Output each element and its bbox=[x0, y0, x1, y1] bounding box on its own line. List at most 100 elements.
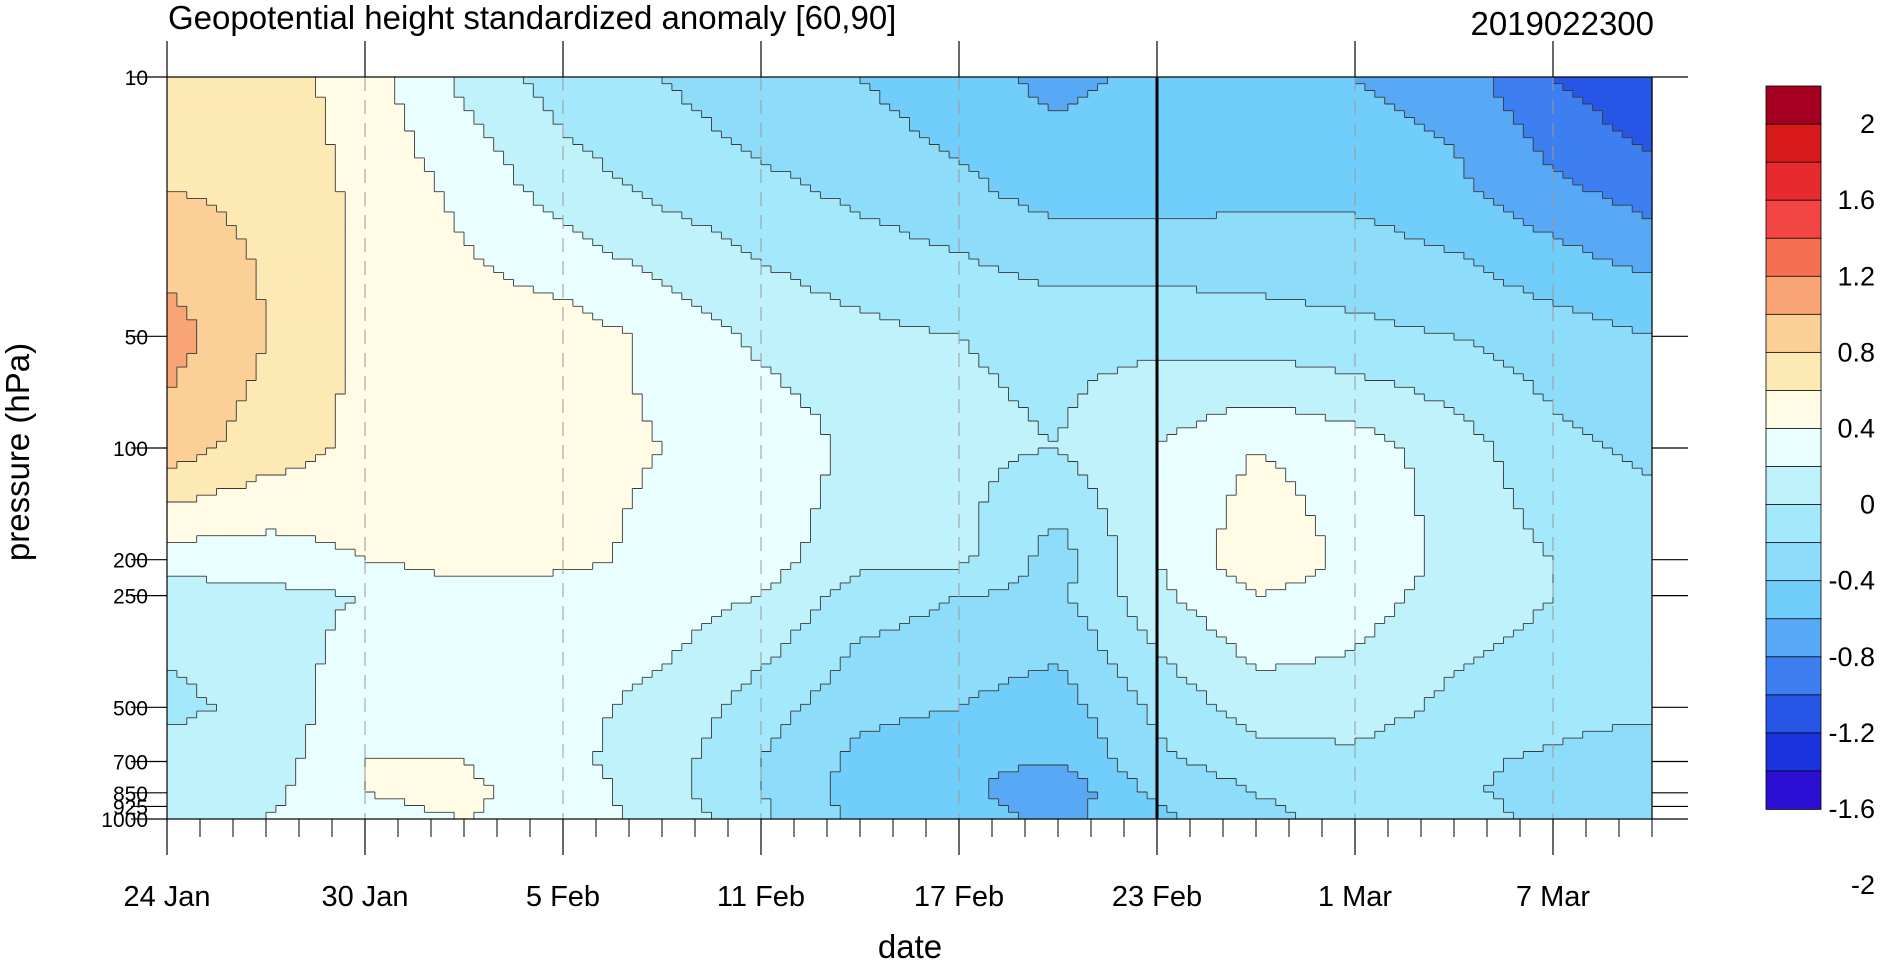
contour-cell bbox=[988, 286, 1000, 294]
contour-cell bbox=[513, 137, 524, 146]
contour-cell bbox=[731, 232, 742, 240]
contour-cell bbox=[1394, 124, 1406, 132]
contour-cell bbox=[374, 205, 386, 213]
contour-cell bbox=[295, 103, 307, 112]
contour-cell bbox=[572, 252, 584, 260]
contour-cell bbox=[1463, 157, 1475, 166]
contour-cell bbox=[1028, 198, 1039, 206]
contour-cell bbox=[721, 83, 732, 92]
contour-cell bbox=[978, 205, 990, 213]
contour-cell bbox=[642, 205, 653, 213]
contour-cell bbox=[1384, 205, 1396, 213]
contour-cell bbox=[1048, 110, 1059, 119]
contour-cell bbox=[800, 272, 812, 280]
contour-cell bbox=[1572, 245, 1584, 253]
contour-cell bbox=[681, 279, 693, 287]
contour-cell bbox=[1384, 137, 1396, 146]
contour-cell bbox=[1305, 259, 1316, 267]
contour-cell bbox=[305, 238, 317, 247]
contour-cell bbox=[563, 110, 574, 119]
contour-cell bbox=[721, 97, 732, 105]
contour-cell bbox=[1147, 151, 1158, 159]
contour-cell bbox=[592, 110, 604, 119]
contour-cell bbox=[1196, 171, 1208, 179]
contour-cell bbox=[1157, 164, 1168, 173]
contour-cell bbox=[325, 103, 336, 112]
contour-cell bbox=[1176, 178, 1188, 186]
contour-cell bbox=[1127, 238, 1138, 247]
contour-cell bbox=[1572, 117, 1584, 125]
contour-cell bbox=[1008, 178, 1019, 186]
contour-cell bbox=[1355, 178, 1366, 186]
contour-cell bbox=[1612, 157, 1623, 166]
contour-cell bbox=[1087, 157, 1099, 166]
contour-cell bbox=[1107, 137, 1118, 146]
contour-cell bbox=[1275, 83, 1287, 92]
contour-cell bbox=[176, 110, 188, 119]
contour-cell bbox=[1186, 205, 1198, 213]
contour-cell bbox=[1355, 124, 1366, 132]
contour-cell bbox=[820, 110, 831, 119]
contour-cell bbox=[1265, 110, 1277, 119]
contour-cell bbox=[285, 130, 297, 139]
contour-cell bbox=[256, 265, 267, 274]
contour-cell bbox=[295, 198, 307, 206]
contour-cell bbox=[978, 178, 990, 186]
contour-cell bbox=[1374, 124, 1386, 132]
contour-cell bbox=[929, 211, 940, 220]
contour-cell bbox=[1246, 225, 1257, 233]
contour-cell bbox=[404, 184, 416, 193]
contour-cell bbox=[1374, 184, 1386, 193]
contour-cell bbox=[295, 218, 307, 226]
contour-cell bbox=[1612, 137, 1623, 146]
contour-cell bbox=[691, 157, 703, 166]
contour-cell bbox=[345, 164, 356, 173]
contour-cell bbox=[998, 245, 1010, 253]
contour-cell bbox=[454, 232, 465, 240]
contour-cell bbox=[909, 232, 920, 240]
contour-cell bbox=[434, 211, 445, 220]
contour-cell bbox=[1592, 245, 1604, 253]
contour-cell bbox=[1632, 286, 1643, 294]
contour-cell bbox=[1077, 77, 1089, 85]
contour-cell bbox=[592, 299, 604, 307]
contour-cell bbox=[899, 151, 911, 159]
contour-cell bbox=[701, 110, 713, 119]
contour-cell bbox=[394, 130, 406, 139]
contour-cell bbox=[1236, 292, 1247, 301]
contour-cell bbox=[266, 191, 277, 200]
contour-cell bbox=[315, 124, 326, 132]
contour-cell bbox=[602, 252, 614, 260]
contour-cell bbox=[563, 130, 574, 139]
contour-cell bbox=[1463, 232, 1475, 240]
contour-cell bbox=[1642, 252, 1653, 260]
contour-cell bbox=[1196, 245, 1208, 253]
contour-cell bbox=[1404, 77, 1415, 85]
contour-cell bbox=[602, 171, 614, 179]
contour-cell bbox=[335, 151, 346, 159]
contour-cell bbox=[1523, 211, 1534, 220]
contour-cell bbox=[1048, 151, 1059, 159]
contour-cell bbox=[1196, 238, 1208, 247]
contour-cell bbox=[761, 238, 772, 247]
contour-cell bbox=[761, 265, 772, 274]
contour-cell bbox=[770, 77, 782, 85]
contour-cell bbox=[1562, 279, 1574, 287]
contour-cell bbox=[1325, 90, 1336, 98]
contour-cell bbox=[830, 259, 841, 267]
contour-cell bbox=[1622, 83, 1633, 92]
contour-cell bbox=[681, 164, 693, 173]
contour-cell bbox=[285, 245, 297, 253]
contour-cell bbox=[1355, 238, 1366, 247]
contour-cell bbox=[671, 218, 683, 226]
contour-cell bbox=[563, 211, 574, 220]
contour-cell bbox=[424, 292, 435, 301]
contour-cell bbox=[840, 151, 851, 159]
contour-cell bbox=[1166, 198, 1178, 206]
contour-cell bbox=[1157, 110, 1168, 119]
contour-cell bbox=[820, 83, 831, 92]
contour-cell bbox=[1246, 97, 1257, 105]
contour-cell bbox=[592, 265, 604, 274]
contour-cell bbox=[1642, 272, 1653, 280]
contour-cell bbox=[1246, 164, 1257, 173]
